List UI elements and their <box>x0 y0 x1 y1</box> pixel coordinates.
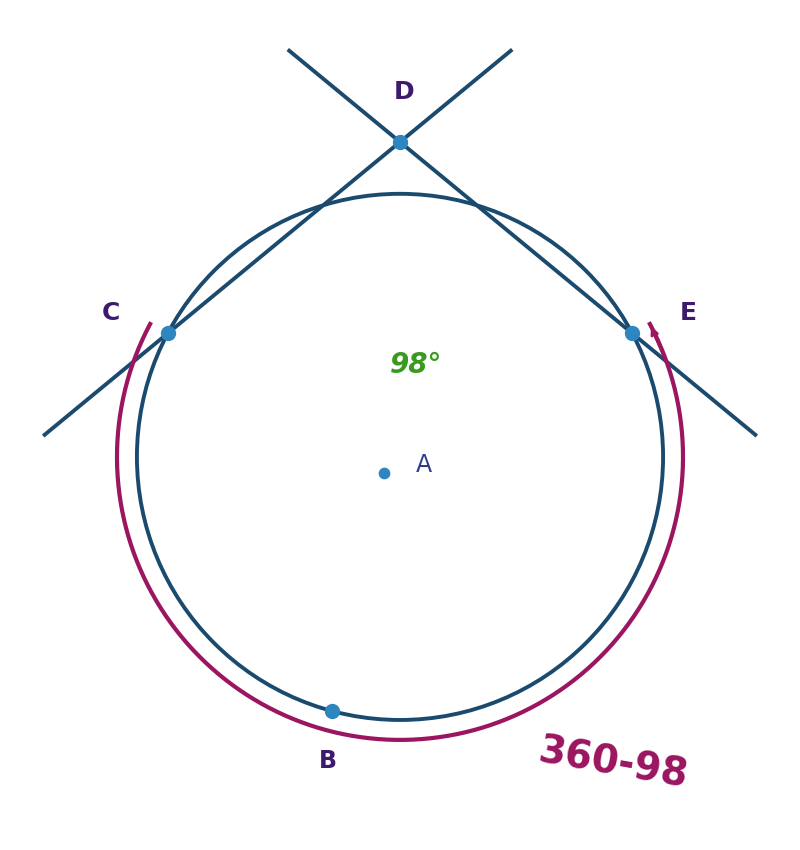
Text: C: C <box>102 302 120 326</box>
Text: D: D <box>394 80 414 104</box>
Point <box>378 466 390 479</box>
Text: A: A <box>416 453 432 477</box>
Point <box>394 135 406 149</box>
Text: E: E <box>680 302 697 326</box>
Point <box>626 326 638 340</box>
Point <box>326 704 338 717</box>
Text: 360-98: 360-98 <box>535 732 691 796</box>
Text: 98°: 98° <box>390 351 442 379</box>
Point <box>162 326 174 340</box>
Text: B: B <box>319 749 337 774</box>
